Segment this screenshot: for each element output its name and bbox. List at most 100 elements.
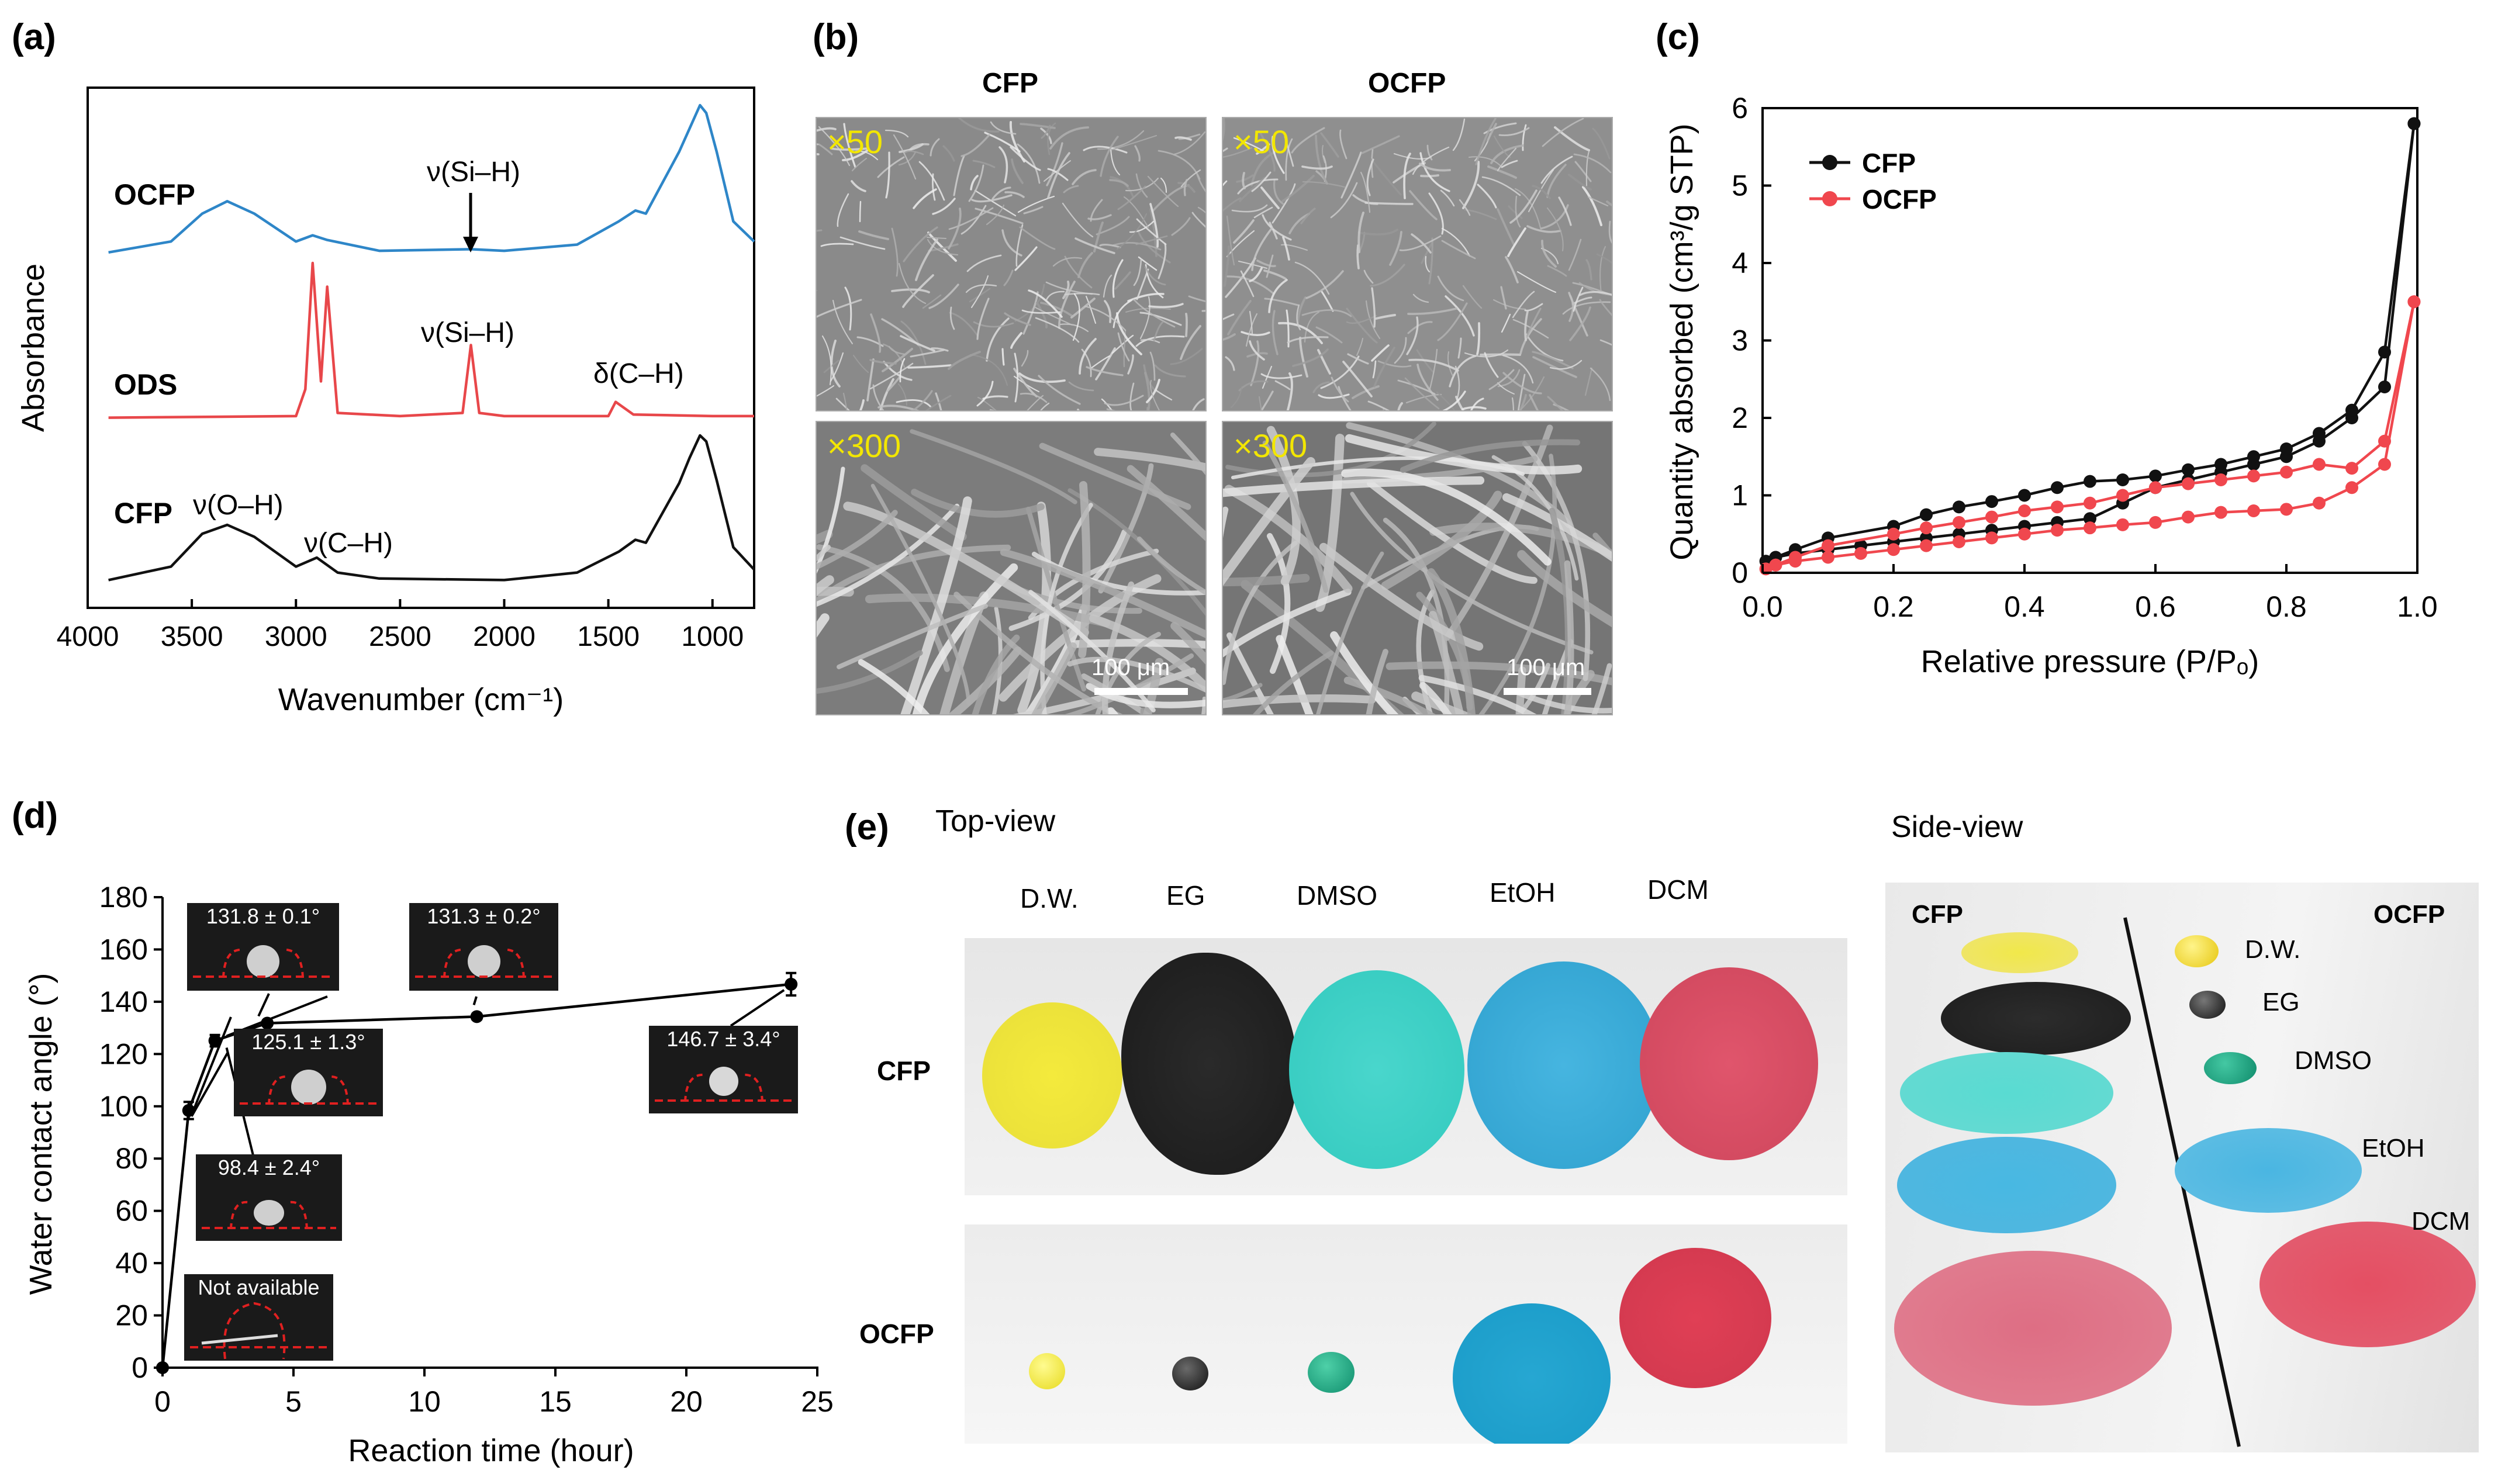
sem-fiber [948,351,981,370]
isotherm-point [2116,489,2129,502]
sem-fiber [1483,122,1517,134]
sem-fiber [927,238,959,256]
sem-fiber [1133,299,1176,328]
photo-side-view: CFP OCFP D.W. EG DMSO EtOH DCM [1885,883,2479,1452]
sem-fiber [972,160,996,168]
sem-mag-label: ×300 [827,427,901,464]
sem-fiber [1532,356,1577,378]
solvent-label-dw: D.W. [1020,883,1079,914]
sem-fiber [1251,227,1273,271]
sem-fiber [1231,204,1268,213]
sem-fiber [1428,237,1433,285]
sem-fiber [1338,386,1352,410]
sem-fiber [1268,279,1288,313]
sem-fiber [972,634,1020,714]
sem-fiber [882,348,913,372]
sem-fiber [1457,337,1462,359]
sem-fiber [1529,394,1539,410]
sem-fiber [976,298,990,340]
sem-fiber [1371,344,1390,362]
sem-fiber [1382,407,1385,410]
panel-label-a: (a) [12,17,56,57]
sem-fiber [830,352,844,382]
isotherm-ytick-label: 1 [1732,479,1748,512]
sem-fiber [971,194,1013,203]
sem-fiber [1096,216,1130,236]
sem-fiber [1547,396,1564,410]
sem-fiber [904,150,924,155]
sem-fiber [1317,349,1331,375]
isotherm-point [2018,527,2031,541]
isotherm-point [2247,504,2260,517]
sem-fiber [855,150,879,161]
photo-top-ocfp [965,1224,1847,1444]
isotherm-xtick-label: 0.4 [2004,590,2045,623]
sem-fiber [1036,302,1048,328]
sem-fiber [1081,348,1092,378]
sem-fiber [1478,454,1557,714]
sem-fiber [984,132,1021,153]
sem-fiber [1562,670,1595,714]
sem-fiber [1299,337,1308,378]
sem-fiber [1180,169,1201,188]
sem-fiber [818,143,833,155]
side-drop-dw-ocfp [2175,935,2219,967]
sem-fiber [907,364,952,369]
isotherm-point [2313,458,2326,471]
sem-fiber [1262,440,1329,593]
isotherm-point [1854,546,1867,560]
sem-fiber [1052,257,1083,267]
side-drop-dmso-ocfp [2204,1052,2257,1084]
sem-fiber [844,286,852,331]
sem-fiber [1014,246,1038,271]
sem-fiber [1319,542,1484,651]
sem-fiber [1492,299,1526,310]
sem-fiber [1125,307,1172,313]
sem-fiber [1266,254,1274,278]
isotherm-point [2378,345,2391,359]
wca-inset-131-3: 131.3 ± 0.2° [409,903,558,991]
sem-fiber [897,383,908,406]
sem-fiber [1315,434,1345,612]
ftir-annot-ocfp-sih: ν(Si–H) [427,157,520,188]
sem-fiber [843,501,1089,637]
sem-fiber [1375,314,1396,320]
sem-fiber [977,396,997,410]
side-spot-dcm-cfp [1894,1251,2172,1406]
sem-fiber [915,238,938,281]
sem-fiber [973,321,1014,328]
wca-callout-arrow [191,1051,229,1117]
sem-fiber [1174,136,1192,141]
sem-fiber [1011,158,1024,184]
isotherm-point [1953,500,1965,514]
sem-fiber [1225,356,1235,371]
solvent-label-dcm: DCM [1647,874,1709,905]
sem-fiber [1397,379,1436,395]
sem-fiber [1416,364,1439,401]
sem-mag-label: ×50 [1234,123,1289,160]
sem-fiber [1436,391,1456,410]
side-label-cfp: CFP [1912,900,1963,929]
side-spot-etoh-ocfp [2175,1128,2362,1213]
sem-fiber [866,358,875,402]
sem-fiber [1497,208,1515,246]
sem-mag-label: ×50 [827,123,883,160]
sem-fiber [970,175,979,191]
sem-fiber [1330,182,1358,219]
sem-fiber [910,429,1077,504]
sem-ocfp-x50: ×50 [1222,117,1613,411]
sem-fiber [1230,386,1243,409]
isotherm-point [1920,521,1933,535]
isotherm-point [1769,558,1782,572]
sem-fiber [1223,457,1315,586]
sem-fiber [1160,177,1167,193]
panel-label-d: (d) [12,795,58,836]
side-spot-eg-cfp [1941,982,2131,1055]
sem-fiber [1505,256,1519,283]
ftir-xlabel: Wavenumber (cm⁻¹) [278,682,564,717]
sem-fiber [1045,290,1065,301]
sem-fiber [969,354,1008,386]
sem-fiber [1263,269,1287,280]
sem-fiber [949,312,979,337]
sem-fiber [1411,233,1432,254]
